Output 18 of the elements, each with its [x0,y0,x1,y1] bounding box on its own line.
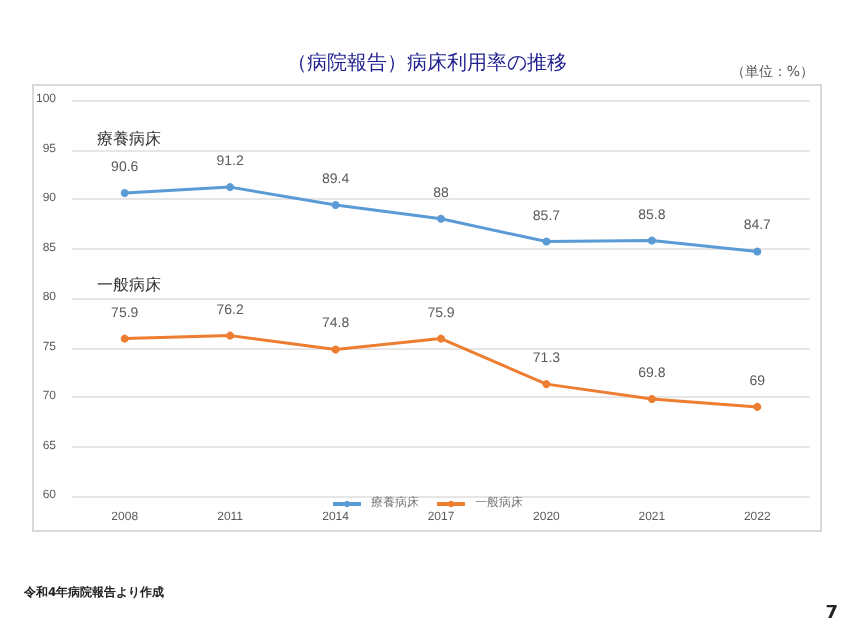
point [120,189,129,198]
point [331,345,340,354]
point [542,380,551,389]
text: 療養病床 [96,130,161,149]
point [437,214,445,223]
point [226,183,235,192]
point [647,394,656,403]
point [331,200,340,209]
text: 7 [825,604,838,624]
point [437,334,445,343]
chart-title: （病院報告）病床利用率の推移 [287,51,567,75]
point [542,237,551,246]
point [753,402,762,411]
point [647,236,656,245]
point [753,247,762,256]
point [226,331,235,340]
text: 一般病床 [96,275,161,294]
point [120,334,129,343]
